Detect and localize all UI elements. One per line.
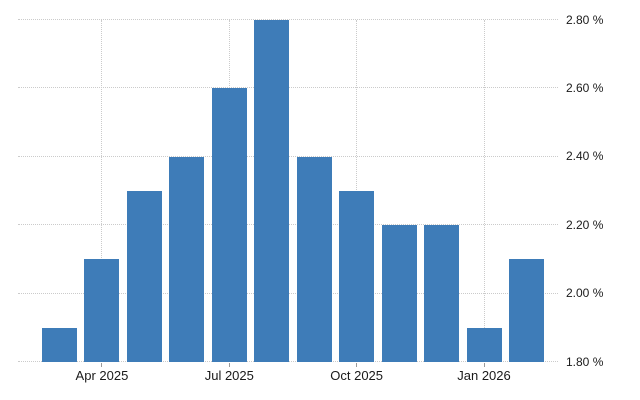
x-axis-tick bbox=[228, 363, 230, 367]
bar[interactable] bbox=[508, 259, 544, 362]
y-axis-label: 2.00 % bbox=[566, 286, 604, 301]
x-axis-tick bbox=[101, 363, 103, 367]
bar[interactable] bbox=[381, 225, 417, 362]
bar[interactable] bbox=[211, 88, 247, 362]
x-axis-label: Oct 2025 bbox=[330, 368, 384, 383]
y-axis-label: 2.40 % bbox=[566, 149, 604, 164]
y-axis-label: 2.60 % bbox=[566, 80, 604, 95]
bar[interactable] bbox=[84, 259, 120, 362]
x-axis-label: Jan 2026 bbox=[457, 368, 511, 383]
bar[interactable] bbox=[466, 327, 502, 362]
h-gridline bbox=[18, 19, 558, 20]
bar[interactable] bbox=[254, 20, 290, 362]
x-axis-tick bbox=[483, 363, 485, 367]
bar[interactable] bbox=[42, 327, 77, 362]
x-axis-label: Apr 2025 bbox=[75, 368, 129, 383]
y-axis-label: 2.80 % bbox=[566, 12, 604, 27]
y-axis-label: 1.80 % bbox=[566, 354, 604, 369]
x-axis-label: Jul 2025 bbox=[204, 368, 254, 383]
bar[interactable] bbox=[424, 225, 460, 362]
bar[interactable] bbox=[339, 191, 375, 362]
bar[interactable] bbox=[296, 156, 332, 362]
y-axis-label: 2.20 % bbox=[566, 217, 604, 232]
v-gridline bbox=[483, 20, 485, 362]
bar[interactable] bbox=[126, 191, 162, 362]
v-gridline bbox=[101, 20, 103, 362]
plot-area bbox=[18, 19, 558, 362]
x-axis-tick bbox=[356, 363, 358, 367]
bar[interactable] bbox=[169, 156, 205, 362]
